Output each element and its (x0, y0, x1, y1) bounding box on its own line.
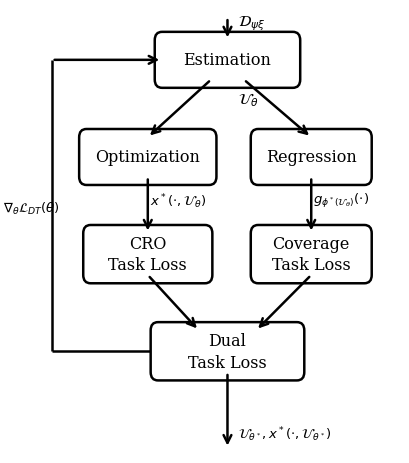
FancyBboxPatch shape (250, 130, 371, 186)
Text: Dual
Task Loss: Dual Task Loss (188, 332, 266, 371)
FancyBboxPatch shape (154, 33, 299, 88)
FancyBboxPatch shape (150, 322, 303, 381)
Text: Estimation: Estimation (183, 52, 271, 69)
FancyBboxPatch shape (250, 225, 371, 284)
Text: Regression: Regression (265, 149, 356, 166)
Text: Coverage
Task Loss: Coverage Task Loss (271, 235, 350, 274)
Text: CRO
Task Loss: CRO Task Loss (108, 235, 187, 274)
Text: Optimization: Optimization (95, 149, 200, 166)
Text: $\mathcal{U}_{\theta}$: $\mathcal{U}_{\theta}$ (237, 91, 258, 109)
Text: $g_{\phi^*(\mathcal{U}_{\theta})}(\cdot)$: $g_{\phi^*(\mathcal{U}_{\theta})}(\cdot)… (312, 192, 369, 210)
FancyBboxPatch shape (79, 130, 216, 186)
Text: $\nabla_{\theta}\mathcal{L}_{DT}(\theta)$: $\nabla_{\theta}\mathcal{L}_{DT}(\theta)… (3, 200, 59, 216)
Text: $x^*(\cdot,\mathcal{U}_{\theta})$: $x^*(\cdot,\mathcal{U}_{\theta})$ (149, 192, 206, 210)
Text: $\mathcal{U}_{\theta^*}, x^*(\cdot,\mathcal{U}_{\theta^*})$: $\mathcal{U}_{\theta^*}, x^*(\cdot,\math… (237, 425, 330, 443)
FancyBboxPatch shape (83, 225, 212, 284)
Text: $\mathcal{D}_{\psi\xi}$: $\mathcal{D}_{\psi\xi}$ (237, 14, 265, 33)
